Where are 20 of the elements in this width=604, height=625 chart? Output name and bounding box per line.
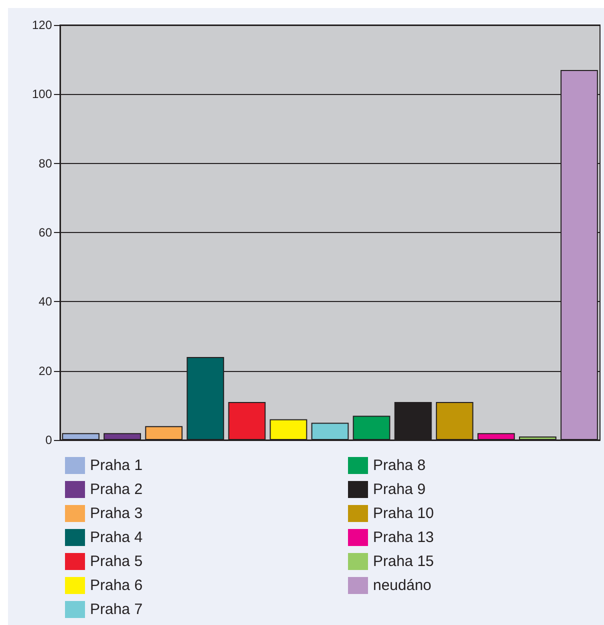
y-tick-label: 40 <box>38 294 52 309</box>
legend-label: Praha 4 <box>90 529 143 546</box>
y-tick-label: 80 <box>38 156 52 170</box>
legend-label: Praha 5 <box>90 553 143 570</box>
legend-label: Praha 13 <box>373 529 434 546</box>
y-tick-label: 100 <box>32 87 52 102</box>
legend-label: Praha 9 <box>373 481 426 498</box>
y-tick-label: 60 <box>38 226 52 240</box>
legend-label: Praha 15 <box>373 553 434 570</box>
legend-label: Praha 1 <box>90 457 143 474</box>
legend-label: Praha 2 <box>90 481 143 498</box>
legend-label: neudáno <box>373 577 432 594</box>
y-tick-label: 0 <box>45 433 52 447</box>
legend-label: Praha 7 <box>90 601 143 618</box>
legend-label: Praha 10 <box>373 505 434 522</box>
legend-label: Praha 3 <box>90 505 143 522</box>
legend-label: Praha 6 <box>90 577 143 594</box>
legend-label: Praha 8 <box>373 457 426 474</box>
y-tick-label: 120 <box>32 18 52 32</box>
y-tick-label: 20 <box>38 364 52 378</box>
